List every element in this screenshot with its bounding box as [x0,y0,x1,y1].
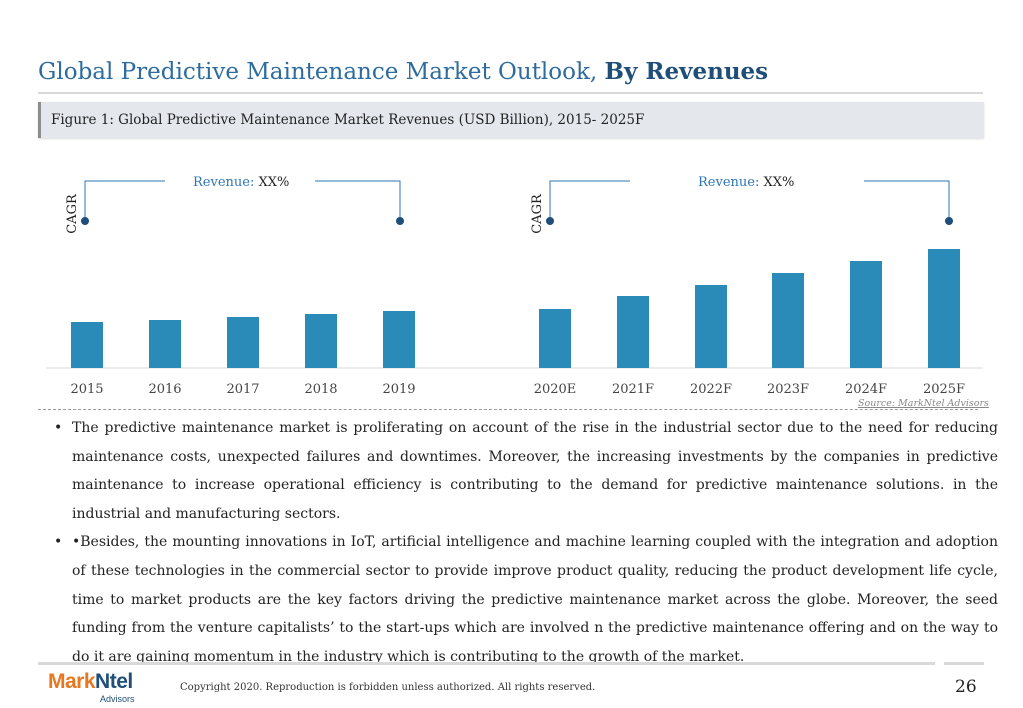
revenue-value: XX% [258,175,289,190]
figure-caption-box: Figure 1: Global Predictive Maintenance … [38,102,984,138]
cagr-label: CAGR [65,193,80,234]
cagr-bracket-right [864,180,950,221]
x-tick-label: 2017 [226,382,259,397]
x-tick-label: 2021F [612,382,654,397]
revenue-annotation: Revenue: XX% [193,175,289,190]
title-bold: By Revenues [604,58,769,85]
x-tick-label: 2018 [304,382,337,397]
x-tick-label: 2025F [923,382,965,397]
x-tick-label: 2019 [382,382,415,397]
x-tick-label: 2022F [690,382,732,397]
bullet-dot-icon: • [54,420,63,436]
logo-ntel: Ntel [95,670,133,693]
bullet-list: • The predictive maintenance market is pr… [50,414,998,671]
revenue-label: Revenue: [698,175,763,190]
revenue-value: XX% [763,175,794,190]
bar-2017 [227,317,259,368]
footer-divider-short [944,662,984,665]
bar-2024F [850,261,882,368]
copyright-text: Copyright 2020. Reproduction is forbidde… [180,682,596,693]
revenue-label: Revenue: [193,175,258,190]
cagr-bracket-left [549,180,630,221]
bar-2022F [695,285,727,368]
bar-2018 [305,314,337,368]
revenue-bar-chart: 2015 2016 2017 2018 2019 2020E 2021F 2022F 2023F… [46,175,983,397]
figure-caption: Figure 1: Global Predictive Maintenance … [51,112,645,128]
cagr-bracket-right [315,180,401,221]
cagr-label: CAGR [530,193,545,234]
logo-wordmark: MarkNtel [48,670,133,694]
chart-source: Source: MarkNtel Advisors [858,398,989,409]
page-title: Global Predictive Maintenance Market Out… [38,58,768,85]
bar-2021F [617,296,649,368]
bullet-text: •Besides, the mounting innovations in Io… [72,534,998,665]
bar-2019 [383,311,415,368]
x-tick-label: 2016 [148,382,181,397]
footer-divider [38,662,935,665]
bar-2015 [71,322,103,368]
bar-2020E [539,309,571,368]
x-tick-label: 2015 [70,382,103,397]
x-tick-label: 2024F [845,382,887,397]
logo-subtext: Advisors [100,694,135,704]
page-number: 26 [955,677,977,697]
x-tick-label: 2020E [534,382,577,397]
bullet-item: • •Besides, the mounting innovations in I… [50,528,998,671]
bracket-end-dot-right [396,217,404,225]
bullet-text: The predictive maintenance market is pro… [72,420,998,522]
bracket-end-dot-right [945,217,953,225]
revenue-annotation: Revenue: XX% [698,175,794,190]
bullet-dot-icon: • [54,534,63,551]
bar-2025F [928,249,960,368]
bracket-end-dot-left [81,217,89,225]
bullet-item: • The predictive maintenance market is pr… [50,414,998,528]
chart-bottom-divider [38,409,978,410]
logo-mark: Mark [48,670,96,693]
title-main: Global Predictive Maintenance Market Out… [38,59,605,85]
cagr-bracket-left [84,180,165,221]
bar-2016 [149,320,181,368]
title-divider [38,92,983,94]
x-tick-label: 2023F [767,382,809,397]
marknetl-logo: MarkNtel Advisors [48,670,135,704]
bracket-end-dot-left [546,217,554,225]
bar-2023F [772,273,804,368]
